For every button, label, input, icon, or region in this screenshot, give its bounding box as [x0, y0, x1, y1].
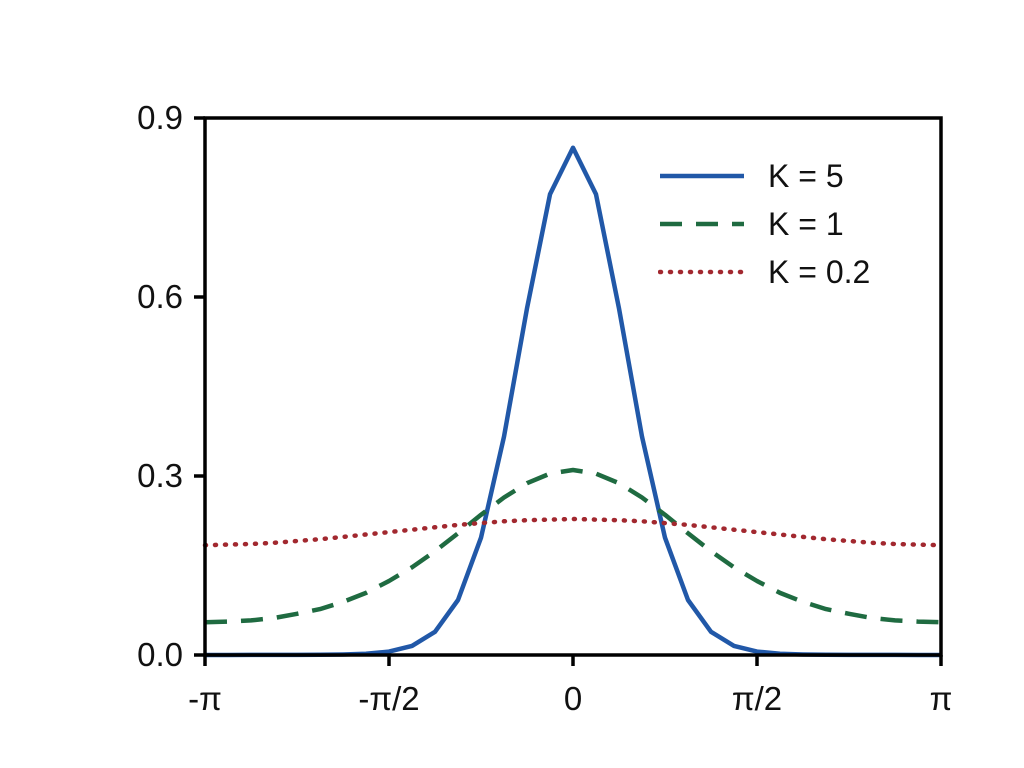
series-line-2	[202, 516, 944, 548]
legend-label-k02: K = 0.2	[768, 253, 871, 290]
x-tick-label: -π/2	[358, 680, 419, 717]
legend-item-k02: K = 0.2	[658, 248, 870, 296]
chart-legend: K = 5 K = 1 K = 0.2	[658, 152, 870, 296]
legend-line-sample-k02	[658, 269, 746, 275]
y-tick-label: 0.0	[137, 636, 183, 673]
x-tick-label: π/2	[732, 680, 782, 717]
legend-line-sample-k5	[660, 173, 744, 179]
legend-label-k5: K = 5	[768, 157, 844, 194]
legend-item-k1: K = 1	[658, 200, 870, 248]
legend-line-sample-k1	[660, 221, 744, 227]
x-tick-label: π	[930, 680, 953, 717]
legend-label-k1: K = 1	[768, 205, 844, 242]
legend-item-k5: K = 5	[658, 152, 870, 200]
y-tick-label: 0.6	[137, 278, 183, 315]
series-line-1	[204, 467, 942, 625]
x-tick-label: -π	[188, 680, 222, 717]
x-tick-label: 0	[564, 680, 582, 717]
y-tick-label: 0.9	[137, 99, 183, 136]
y-tick-label: 0.3	[137, 457, 183, 494]
